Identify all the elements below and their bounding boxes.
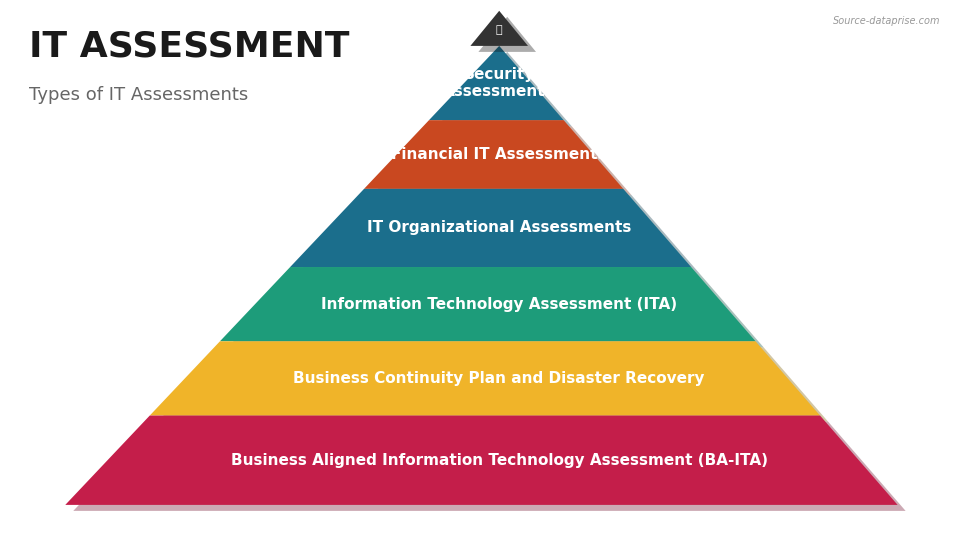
Text: Information Technology Assessment (ITA): Information Technology Assessment (ITA) (322, 296, 677, 312)
Text: Source-dataprise.com: Source-dataprise.com (833, 16, 941, 26)
Text: Financial IT Assessments: Financial IT Assessments (392, 147, 607, 162)
Polygon shape (478, 17, 536, 52)
Text: Types of IT Assessments: Types of IT Assessments (29, 86, 248, 104)
Polygon shape (299, 195, 699, 273)
Polygon shape (429, 46, 564, 120)
Text: 🖥: 🖥 (496, 25, 502, 35)
Text: Security
Assessments: Security Assessments (444, 67, 555, 99)
Polygon shape (437, 52, 571, 126)
Polygon shape (73, 422, 905, 511)
Polygon shape (65, 416, 898, 505)
Text: IT Organizational Assessments: IT Organizational Assessments (367, 220, 632, 235)
Text: IT ASSESSMENT: IT ASSESSMENT (29, 30, 349, 64)
Polygon shape (372, 126, 632, 195)
Polygon shape (228, 273, 763, 347)
Polygon shape (220, 267, 756, 341)
Polygon shape (157, 347, 828, 422)
Polygon shape (470, 11, 528, 46)
Polygon shape (150, 341, 820, 416)
Polygon shape (290, 189, 691, 267)
Text: Business Aligned Information Technology Assessment (BA-ITA): Business Aligned Information Technology … (230, 453, 768, 468)
Text: Business Continuity Plan and Disaster Recovery: Business Continuity Plan and Disaster Re… (294, 371, 705, 386)
Polygon shape (364, 120, 623, 189)
